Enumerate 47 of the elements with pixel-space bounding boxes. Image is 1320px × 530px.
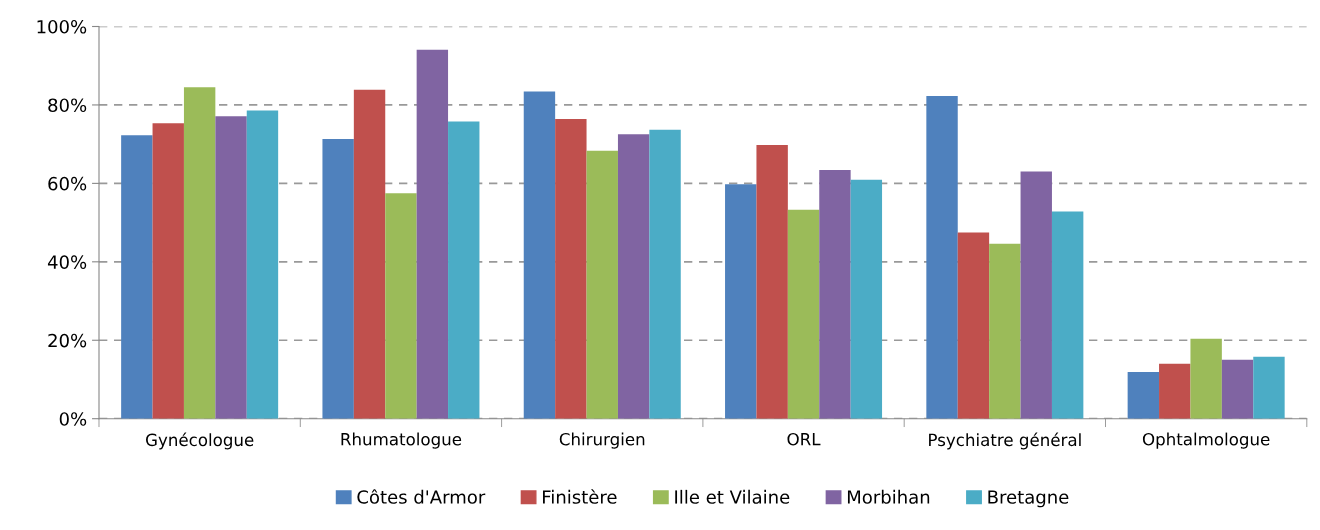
bar xyxy=(523,91,556,419)
bar xyxy=(989,243,1021,419)
bar xyxy=(121,135,153,419)
x-tick-label: Gynécologue xyxy=(145,432,254,450)
x-tick-label: Psychiatre général xyxy=(929,432,1081,450)
y-tick-label: 60% xyxy=(48,176,87,191)
bar xyxy=(649,129,681,419)
x-tick-label: Ophtalmologue xyxy=(1142,432,1270,449)
x-tick-label: Chirurgien xyxy=(559,432,645,449)
legend-label: Morbihan xyxy=(847,489,930,504)
y-tick-label: 20% xyxy=(48,333,87,348)
bar xyxy=(183,87,216,419)
bar xyxy=(617,134,650,419)
bar xyxy=(1127,372,1160,419)
y-tick-label: 80% xyxy=(48,98,87,113)
bar xyxy=(1253,356,1285,419)
y-tick-label: 40% xyxy=(47,255,87,269)
bar xyxy=(819,170,851,419)
bar xyxy=(215,116,247,419)
legend-label: Bretagne xyxy=(988,490,1069,508)
legend-label: Ille et Vilaine xyxy=(675,489,790,504)
bar xyxy=(555,119,587,419)
y-tick-label: 0% xyxy=(59,412,87,426)
x-tick-label: Rhumatologue xyxy=(341,432,462,449)
bar xyxy=(586,150,618,419)
bar xyxy=(1051,211,1084,419)
bar xyxy=(1020,171,1052,419)
bar xyxy=(850,179,883,419)
bar xyxy=(957,232,990,419)
bar xyxy=(725,184,757,419)
bar xyxy=(1221,359,1254,419)
bar xyxy=(322,139,354,419)
bar xyxy=(926,95,958,419)
bar xyxy=(1159,363,1191,419)
bar xyxy=(416,49,449,419)
bar xyxy=(385,193,417,419)
bar xyxy=(756,144,788,419)
bar xyxy=(246,110,279,419)
bar xyxy=(787,209,820,419)
legend-label: Côtes d'Armor xyxy=(357,489,486,504)
x-tick-label: ORL xyxy=(787,432,821,446)
bar xyxy=(152,123,184,419)
bar xyxy=(1190,338,1222,419)
legend-label: Finistère xyxy=(543,489,617,504)
y-tick-label: 100% xyxy=(37,19,87,34)
bar xyxy=(353,89,386,419)
bar xyxy=(448,121,480,419)
